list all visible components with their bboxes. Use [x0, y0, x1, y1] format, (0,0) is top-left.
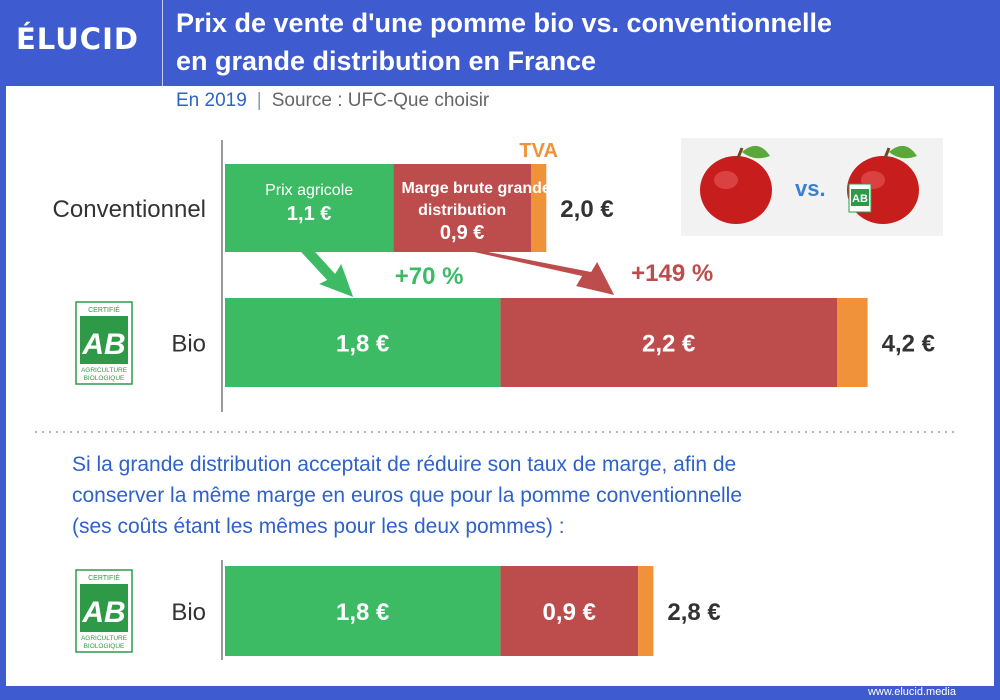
vs-label: vs. [795, 176, 826, 201]
title-line-1: Prix de vente d'une pomme bio vs. conven… [176, 8, 833, 38]
data-label-prix-agricole: 1,1 € [287, 203, 331, 225]
data-label-marge: 2,2 € [642, 331, 695, 358]
data-label-prix-agricole: 1,8 € [336, 331, 389, 358]
ab-label-bottom-2: BIOLOGIQUE [84, 643, 125, 650]
ab-label-box [80, 316, 128, 364]
bar-segment-prix-agricole [225, 298, 501, 387]
data-label-marge: 0,9 € [543, 599, 596, 626]
apples-image: AB vs. [681, 138, 943, 236]
growth-arrow-marge [474, 252, 615, 295]
ab-label-bottom-1: AGRICULTURE [81, 635, 128, 642]
title-line-2: en grande distribution en France [176, 46, 597, 76]
ab-label-icon: AB [848, 183, 872, 213]
data-label-total: 2,0 € [560, 196, 613, 223]
ab-label-bottom-2: BIOLOGIQUE [84, 375, 125, 382]
data-label-total: 2,8 € [667, 599, 720, 626]
explanation-line-2: conserver la même marge en euros que pou… [72, 484, 743, 507]
apple-icon-conventional: AB [700, 145, 919, 224]
category-label: Bio [171, 599, 206, 626]
footer-url: www.elucid.media [867, 686, 956, 698]
data-label-prix-agricole: 1,8 € [336, 599, 389, 626]
explanation-text: Si la grande distribution acceptait de r… [72, 449, 972, 542]
subtitle-separator: | [256, 90, 262, 111]
ab-label-top: CERTIFIÉ [88, 305, 120, 314]
explanation-line-3: (ses coûts étant les mêmes pour les deux… [72, 515, 565, 538]
category-label: Bio [171, 331, 206, 358]
ab-label-box [80, 584, 128, 632]
ab-label-top: CERTIFIÉ [88, 573, 120, 582]
apple-icon [700, 145, 772, 224]
data-label-prix-agricole: Prix agricole [265, 182, 353, 199]
ab-label-letters: AB [81, 328, 125, 361]
growth-arrow-prix-agricole [301, 252, 354, 297]
bar-segment-marge [500, 566, 639, 656]
bar-segment-prix-agricole [225, 566, 501, 656]
tva-label: TVA [519, 140, 558, 162]
bar-segment-tva [638, 566, 654, 656]
page-title: Prix de vente d'une pomme bio vs. conven… [176, 4, 991, 80]
growth-label-marge: +149 % [631, 260, 713, 287]
header-divider [162, 0, 163, 86]
bar-segment-marge [393, 164, 531, 252]
explanation-line-1: Si la grande distribution acceptait de r… [72, 453, 737, 476]
bar-segment-prix-agricole [225, 164, 394, 252]
data-label-marge: Marge brute grande [401, 180, 550, 197]
category-label: Conventionnel [53, 196, 206, 223]
header-bar: ÉLUCID Prix de vente d'une pomme bio vs.… [0, 0, 1000, 86]
elucid-logo: ÉLUCID [16, 22, 139, 56]
subtitle: En 2019 | Source : UFC-Que choisir [176, 90, 489, 112]
bar-segment-tva [837, 298, 868, 387]
growth-label-prix-agricole: +70 % [395, 263, 464, 290]
data-label-marge: distribution [418, 202, 506, 219]
data-label-total: 4,2 € [882, 331, 935, 358]
subtitle-year: En 2019 [176, 90, 247, 111]
bar-segment-tva [531, 164, 547, 252]
subtitle-source: Source : UFC-Que choisir [271, 90, 490, 111]
svg-text:AB: AB [852, 193, 868, 205]
ab-label-letters: AB [81, 596, 125, 629]
bar-segment-marge [500, 298, 837, 387]
ab-label-bottom-1: AGRICULTURE [81, 367, 128, 374]
data-label-marge: 0,9 € [440, 222, 484, 244]
